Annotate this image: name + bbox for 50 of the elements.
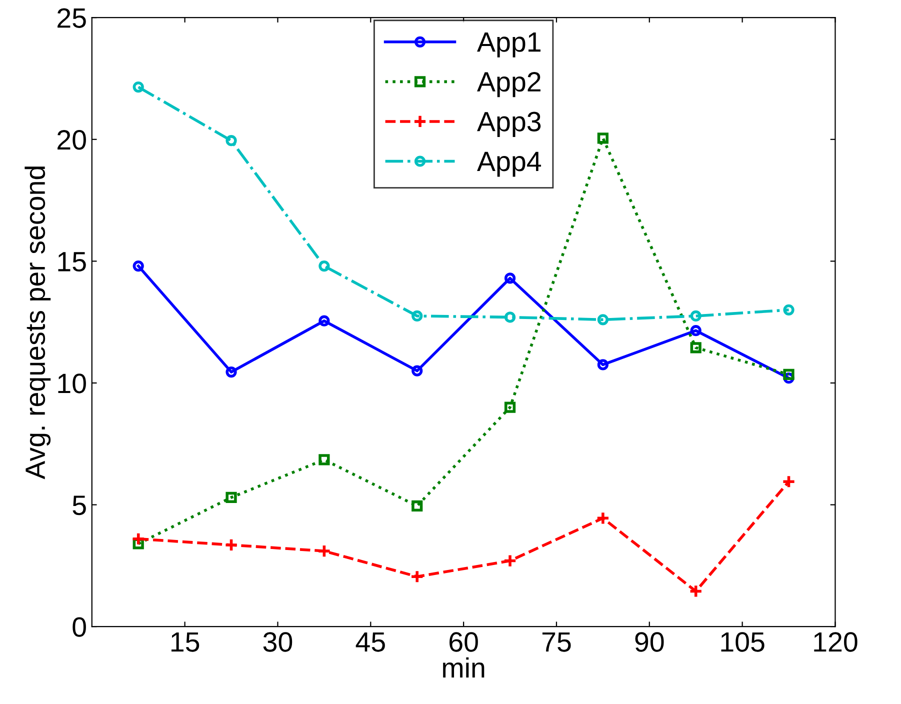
point xyxy=(690,342,702,354)
point xyxy=(504,402,516,413)
y-axis-title: Avg. requests per second xyxy=(24,166,51,480)
point xyxy=(504,272,516,284)
point xyxy=(688,584,703,598)
legend-label: App2 xyxy=(477,72,540,98)
x-tick-label: 30 xyxy=(263,632,292,652)
point xyxy=(690,310,702,322)
point xyxy=(597,314,608,326)
x-tick-label: 120 xyxy=(814,632,858,652)
y-tick-label: 25 xyxy=(58,8,86,28)
point xyxy=(597,359,608,370)
y-tick-label: 5 xyxy=(72,496,86,516)
x-tick-label: 75 xyxy=(542,632,571,652)
point xyxy=(596,511,610,526)
x-tick-label: 15 xyxy=(171,632,200,652)
point xyxy=(131,532,146,546)
point xyxy=(318,315,330,326)
point xyxy=(410,570,424,584)
point xyxy=(503,554,517,568)
x-tick-label: 45 xyxy=(356,632,385,652)
point xyxy=(690,325,702,336)
legend-label: App4 xyxy=(477,152,542,177)
point xyxy=(132,81,144,93)
point xyxy=(783,304,794,316)
point xyxy=(318,454,330,466)
x-axis-title: min xyxy=(443,657,484,678)
legend-label: App3 xyxy=(477,112,541,137)
y-tick-label: 15 xyxy=(58,252,86,272)
point xyxy=(412,365,423,376)
x-tick-label: 60 xyxy=(450,632,478,652)
point xyxy=(226,492,237,504)
point xyxy=(226,135,237,146)
point xyxy=(783,368,794,380)
point xyxy=(132,260,144,272)
point xyxy=(224,538,238,552)
y-tick-label: 0 xyxy=(72,617,86,637)
point xyxy=(317,544,332,558)
point xyxy=(318,260,330,272)
y-tick-label: 20 xyxy=(58,130,86,150)
x-tick-label: 90 xyxy=(635,632,664,652)
point xyxy=(412,310,423,322)
legend-label: App1 xyxy=(477,32,540,58)
point xyxy=(504,312,516,323)
y-tick-label: 10 xyxy=(58,374,86,394)
point xyxy=(226,366,237,378)
point xyxy=(782,474,796,489)
point xyxy=(597,132,608,144)
point xyxy=(412,500,423,512)
x-tick-label: 105 xyxy=(721,632,764,652)
